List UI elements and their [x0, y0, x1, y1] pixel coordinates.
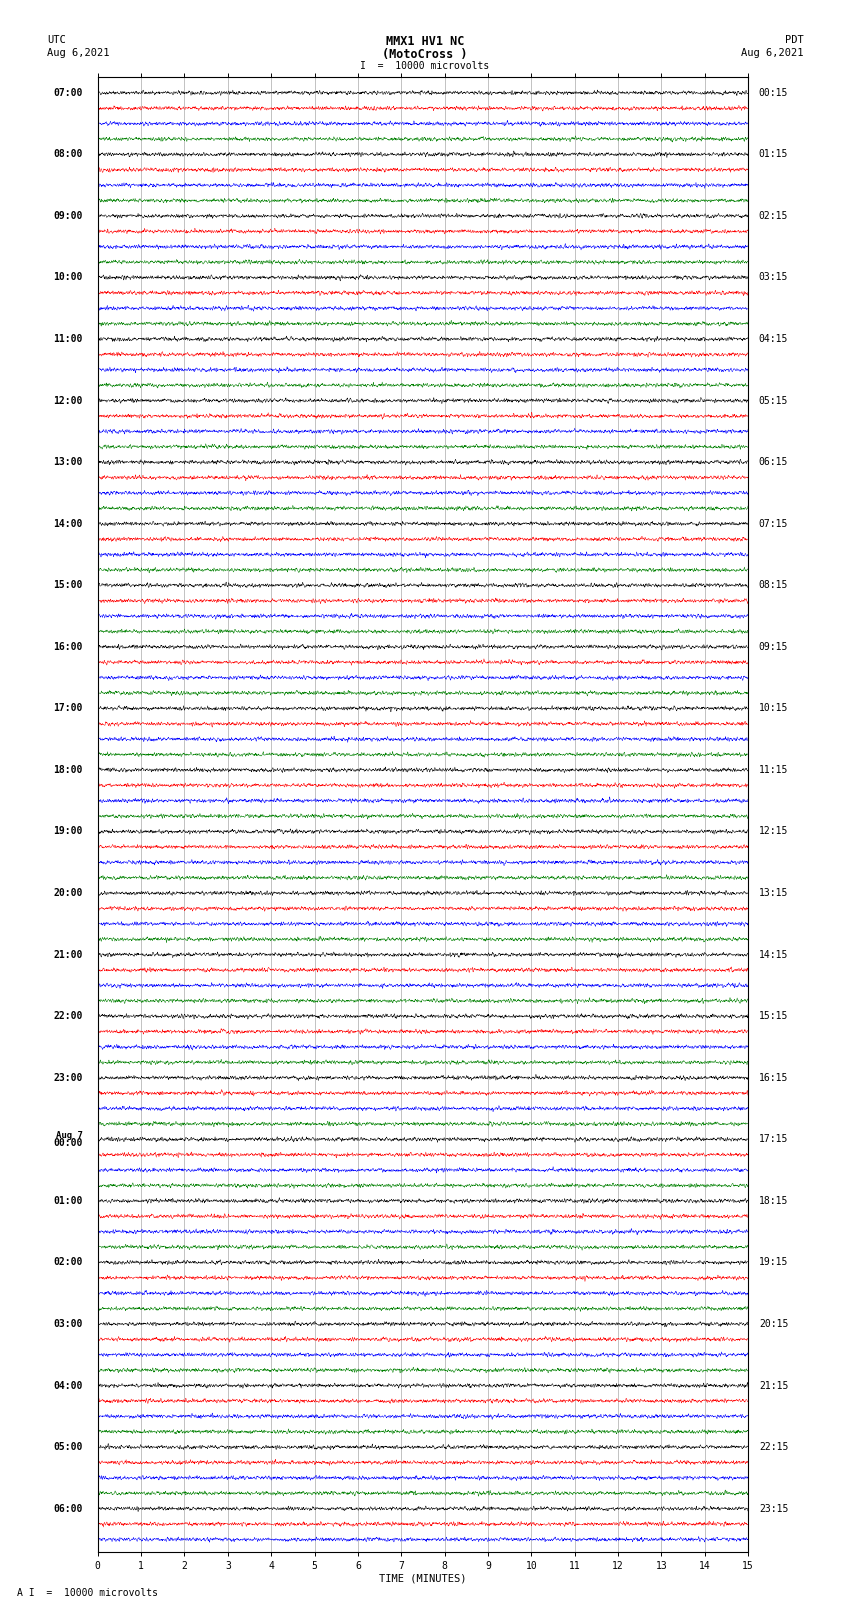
Text: 17:15: 17:15 — [759, 1134, 788, 1144]
Text: 00:00: 00:00 — [54, 1139, 82, 1148]
X-axis label: TIME (MINUTES): TIME (MINUTES) — [379, 1574, 467, 1584]
Text: I  =  10000 microvolts: I = 10000 microvolts — [360, 61, 490, 71]
Text: 08:00: 08:00 — [54, 150, 82, 160]
Text: 06:00: 06:00 — [54, 1503, 82, 1513]
Text: PDT: PDT — [785, 35, 803, 45]
Text: 04:00: 04:00 — [54, 1381, 82, 1390]
Text: 16:00: 16:00 — [54, 642, 82, 652]
Text: 20:15: 20:15 — [759, 1319, 788, 1329]
Text: 01:15: 01:15 — [759, 150, 788, 160]
Text: 16:15: 16:15 — [759, 1073, 788, 1082]
Text: 18:15: 18:15 — [759, 1195, 788, 1207]
Text: (MotoCross ): (MotoCross ) — [382, 47, 468, 61]
Text: 11:00: 11:00 — [54, 334, 82, 344]
Text: Aug 6,2021: Aug 6,2021 — [47, 47, 110, 58]
Text: 15:15: 15:15 — [759, 1011, 788, 1021]
Text: 04:15: 04:15 — [759, 334, 788, 344]
Text: 01:00: 01:00 — [54, 1195, 82, 1207]
Text: 02:00: 02:00 — [54, 1258, 82, 1268]
Text: 20:00: 20:00 — [54, 889, 82, 898]
Text: 00:15: 00:15 — [759, 87, 788, 98]
Text: 05:00: 05:00 — [54, 1442, 82, 1452]
Text: 22:00: 22:00 — [54, 1011, 82, 1021]
Text: 12:00: 12:00 — [54, 395, 82, 405]
Text: 19:15: 19:15 — [759, 1258, 788, 1268]
Text: 18:00: 18:00 — [54, 765, 82, 774]
Text: 13:00: 13:00 — [54, 456, 82, 468]
Text: 22:15: 22:15 — [759, 1442, 788, 1452]
Text: 06:15: 06:15 — [759, 456, 788, 468]
Text: 21:00: 21:00 — [54, 950, 82, 960]
Text: 13:15: 13:15 — [759, 889, 788, 898]
Text: 21:15: 21:15 — [759, 1381, 788, 1390]
Text: 15:00: 15:00 — [54, 581, 82, 590]
Text: 10:00: 10:00 — [54, 273, 82, 282]
Text: Aug 6,2021: Aug 6,2021 — [740, 47, 803, 58]
Text: 02:15: 02:15 — [759, 211, 788, 221]
Text: 03:00: 03:00 — [54, 1319, 82, 1329]
Text: 23:15: 23:15 — [759, 1503, 788, 1513]
Text: 10:15: 10:15 — [759, 703, 788, 713]
Text: UTC: UTC — [47, 35, 65, 45]
Text: 03:15: 03:15 — [759, 273, 788, 282]
Text: 09:00: 09:00 — [54, 211, 82, 221]
Text: 12:15: 12:15 — [759, 826, 788, 837]
Text: 23:00: 23:00 — [54, 1073, 82, 1082]
Text: 08:15: 08:15 — [759, 581, 788, 590]
Text: 05:15: 05:15 — [759, 395, 788, 405]
Text: 09:15: 09:15 — [759, 642, 788, 652]
Text: 14:00: 14:00 — [54, 519, 82, 529]
Text: Aug 7: Aug 7 — [56, 1131, 82, 1140]
Text: A I  =  10000 microvolts: A I = 10000 microvolts — [17, 1589, 158, 1598]
Text: 17:00: 17:00 — [54, 703, 82, 713]
Text: 14:15: 14:15 — [759, 950, 788, 960]
Text: 19:00: 19:00 — [54, 826, 82, 837]
Text: MMX1 HV1 NC: MMX1 HV1 NC — [386, 35, 464, 48]
Text: 07:00: 07:00 — [54, 87, 82, 98]
Text: 07:15: 07:15 — [759, 519, 788, 529]
Text: 11:15: 11:15 — [759, 765, 788, 774]
